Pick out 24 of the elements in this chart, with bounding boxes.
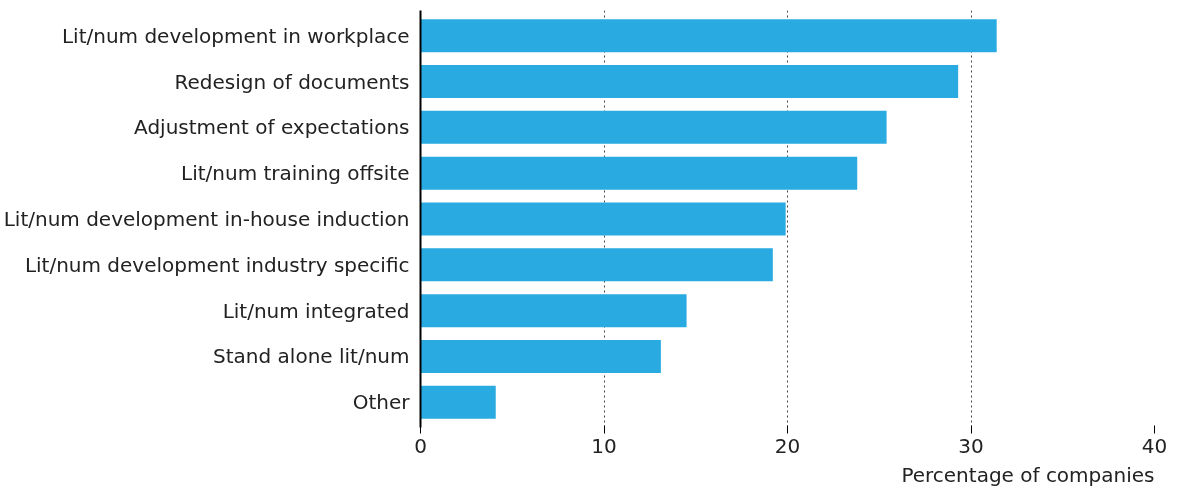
y-tick-label: Stand alone lit/num	[213, 344, 410, 369]
x-tick-label: 0	[414, 433, 427, 458]
x-tick-label: 30	[958, 433, 984, 458]
y-tick-label: Lit/num training offsite	[181, 161, 410, 186]
y-tick-label: Lit/num development industry specific	[24, 252, 410, 277]
bar	[420, 202, 786, 236]
bar	[420, 385, 496, 419]
bar	[420, 294, 687, 328]
y-tick-label: Other	[352, 390, 411, 415]
bar	[420, 65, 959, 99]
y-tick-label: Lit/num development in workplace	[61, 23, 410, 48]
bar	[420, 110, 887, 144]
y-tick-label: Lit/num integrated	[222, 298, 410, 323]
x-axis-title: Percentage of companies	[901, 462, 1155, 487]
x-tick-label: 40	[1141, 433, 1168, 458]
y-tick-label: Adjustment of expectations	[134, 115, 410, 140]
bar	[420, 19, 997, 53]
x-tick-label: 10	[591, 433, 617, 458]
bar	[420, 156, 858, 190]
bar	[420, 248, 773, 282]
x-tick-label: 20	[774, 433, 801, 458]
bar	[420, 339, 661, 373]
y-tick-label: Redesign of documents	[174, 69, 410, 94]
y-tick-label: Lit/num development in-house induction	[3, 207, 410, 231]
